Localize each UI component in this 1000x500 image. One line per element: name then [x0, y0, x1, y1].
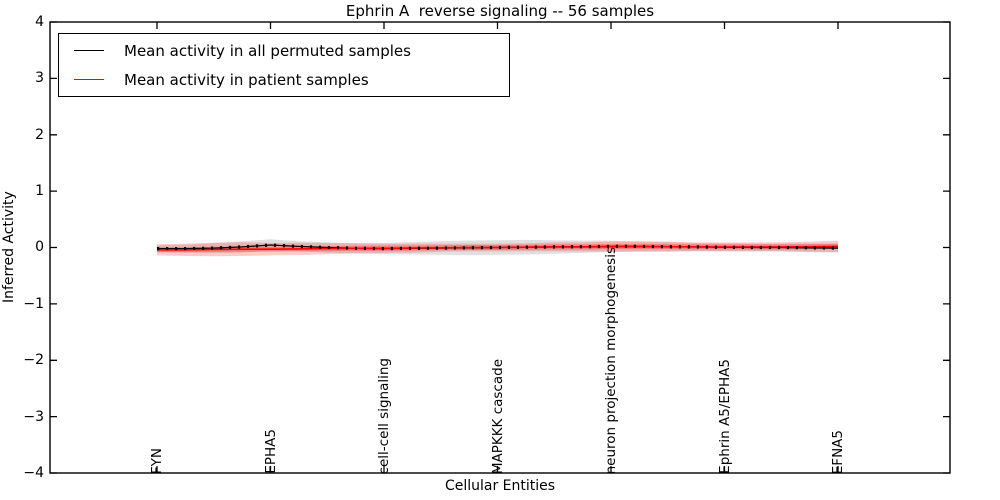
legend-item-patient: Mean activity in patient samples — [59, 65, 509, 94]
x-tick-label: EFNA5 — [830, 429, 846, 474]
y-tick-label: 0 — [35, 239, 44, 255]
y-tick-label: 3 — [35, 70, 44, 86]
y-tick-label: −1 — [23, 296, 44, 312]
x-tick-label: MAPKKK cascade — [490, 358, 506, 474]
y-tick-label: 1 — [35, 183, 44, 199]
x-tick-label: Ephrin A5/EPHA5 — [717, 359, 733, 474]
y-tick-label: 2 — [35, 127, 44, 143]
y-tick-label: −2 — [23, 352, 44, 368]
x-tick-label: EPHA5 — [263, 429, 279, 474]
x-axis-label: Cellular Entities — [444, 478, 556, 494]
legend-line-permuted-icon — [74, 50, 104, 51]
legend-label-patient: Mean activity in patient samples — [124, 70, 369, 89]
x-tick-label: cell-cell signaling — [376, 357, 392, 474]
x-tick-label: FYN — [149, 447, 165, 474]
legend-line-patient-icon — [74, 79, 104, 80]
chart-title: Ephrin A reverse signaling -- 56 samples — [345, 2, 655, 20]
x-tick-label: neuron projection morphogenesis — [603, 246, 619, 474]
y-tick-label: −4 — [23, 465, 44, 481]
legend: Mean activity in all permuted samples Me… — [58, 33, 510, 97]
y-tick-label: 4 — [35, 14, 44, 30]
legend-label-permuted: Mean activity in all permuted samples — [124, 41, 411, 60]
legend-item-permuted: Mean activity in all permuted samples — [59, 36, 509, 65]
y-tick-label: −3 — [23, 409, 44, 425]
